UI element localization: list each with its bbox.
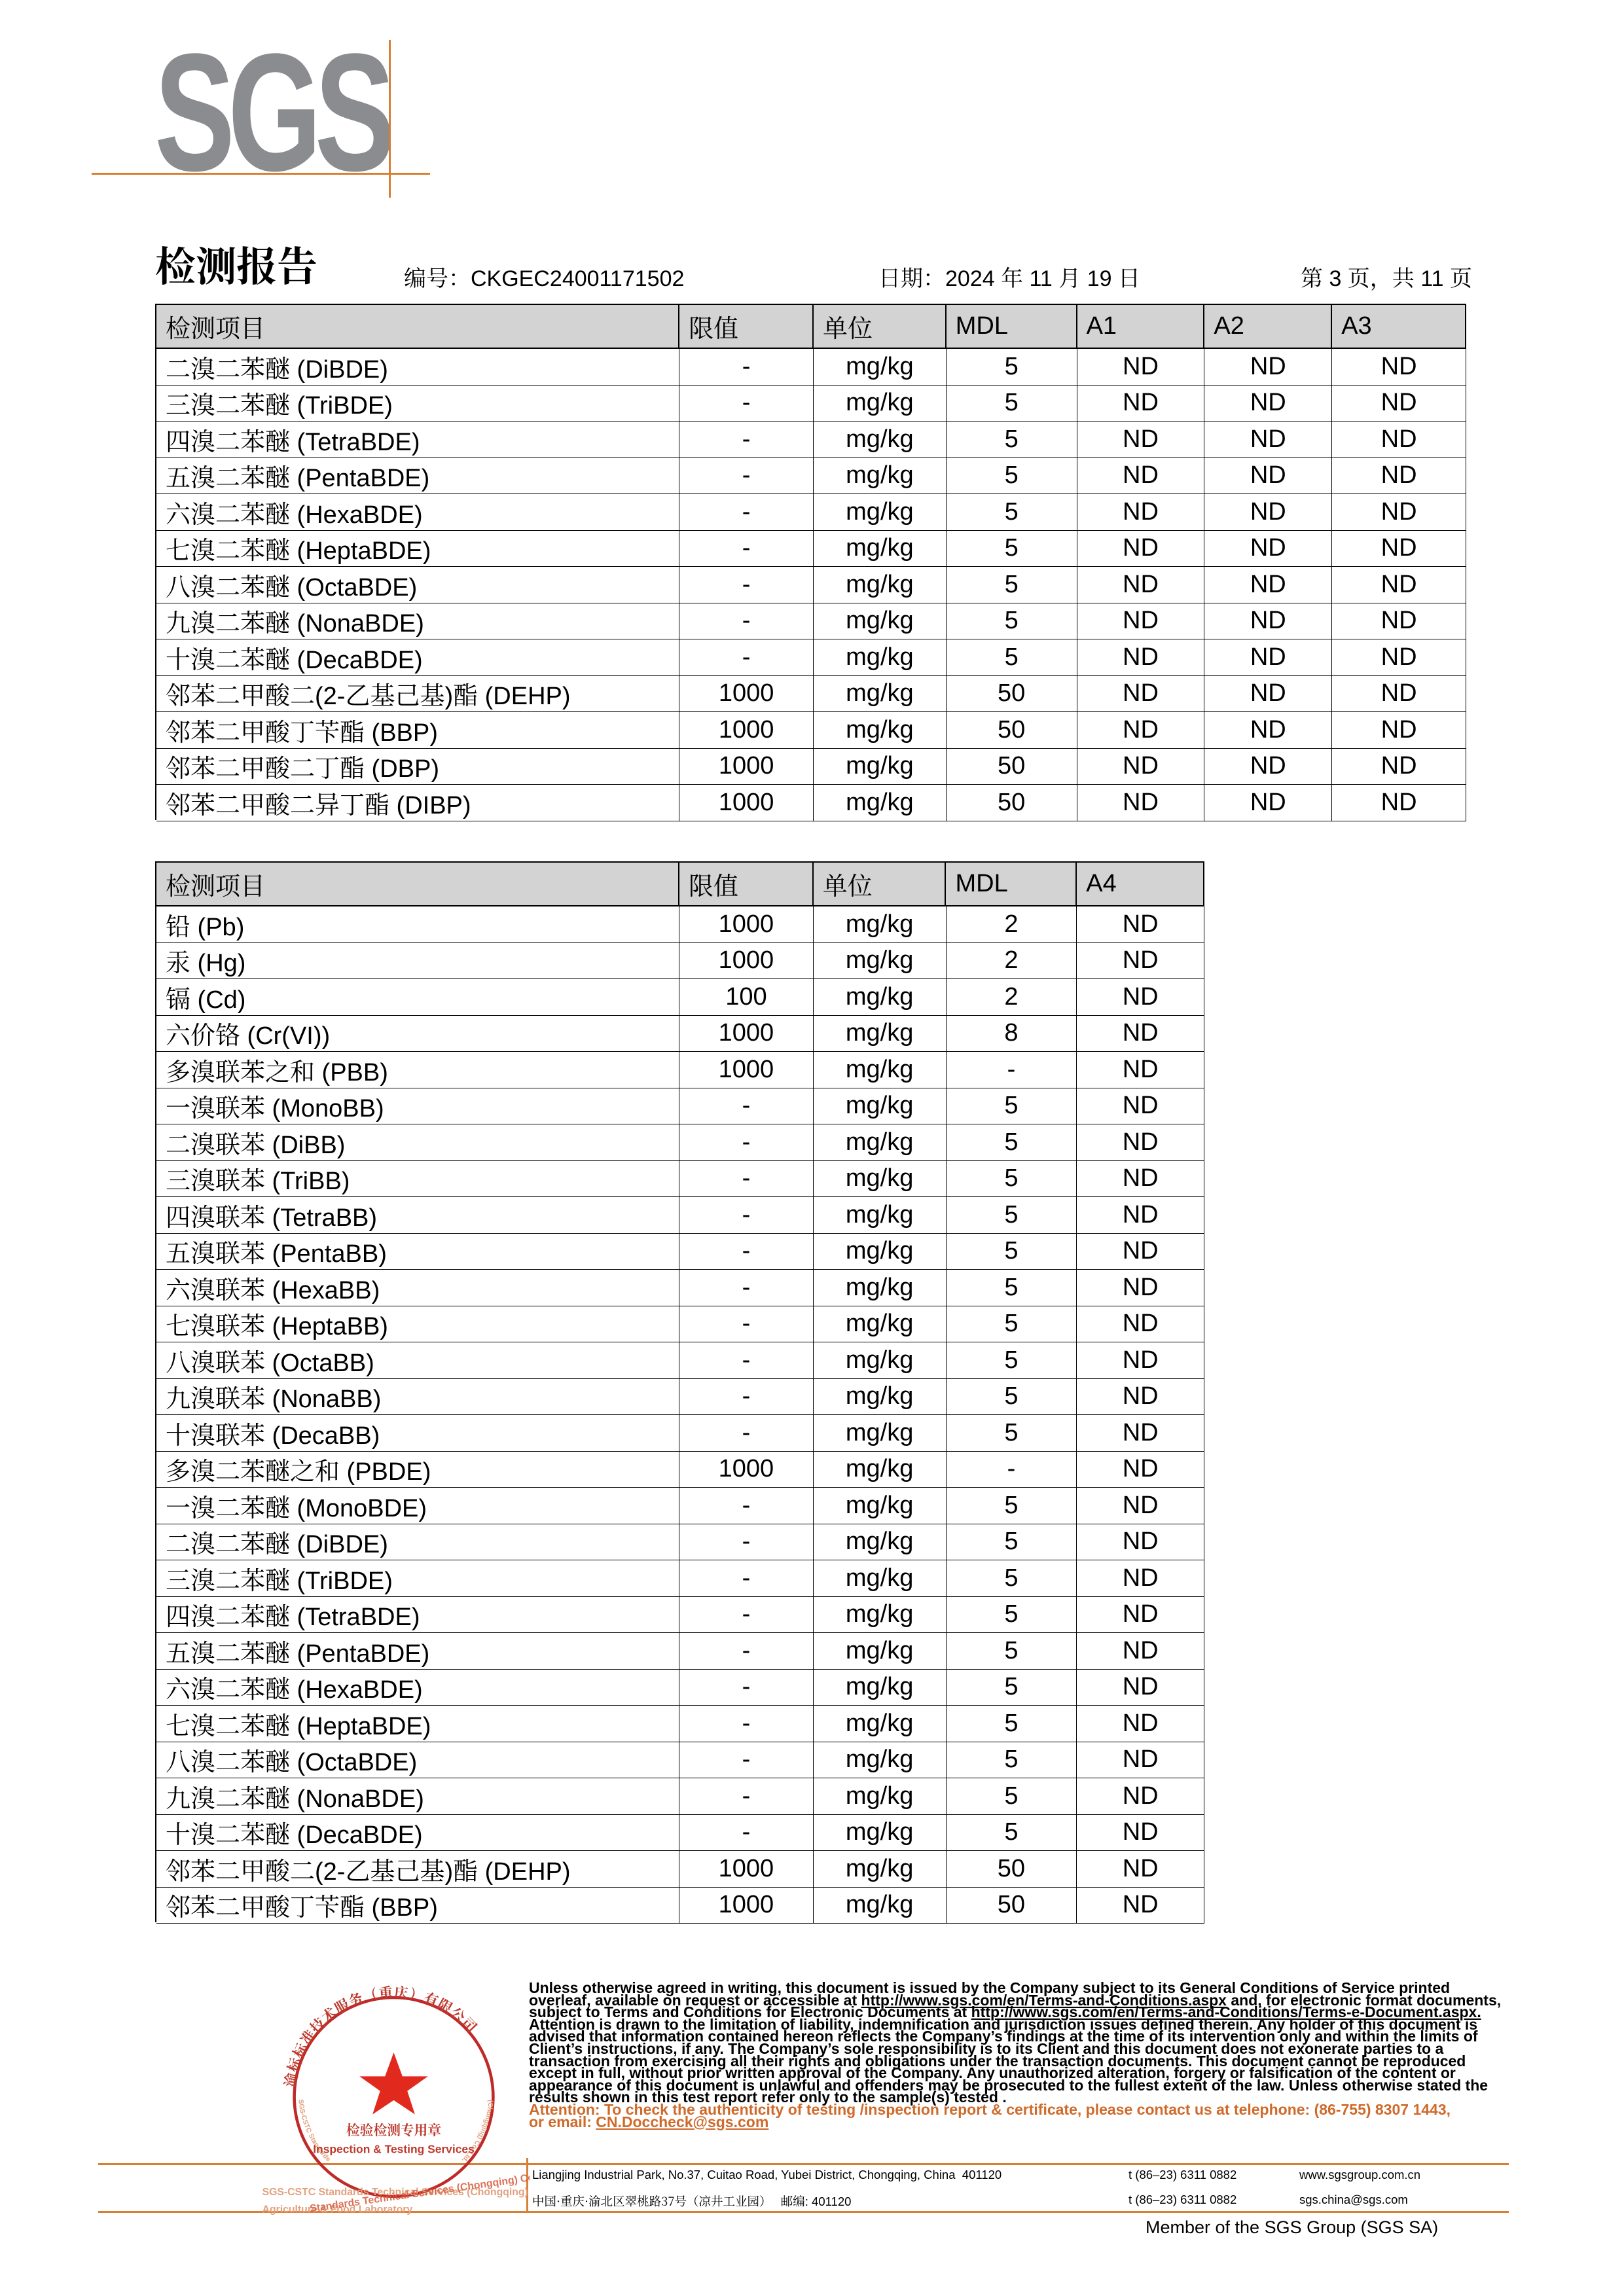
svg-text:Inspection & Testing Services: Inspection & Testing Services [313,2142,475,2155]
svg-text:检验检测专用章: 检验检测专用章 [346,2119,442,2139]
svg-text:渝标标准技术服务（重庆）有限公司: 渝标标准技术服务（重庆）有限公司 [279,1982,482,2089]
